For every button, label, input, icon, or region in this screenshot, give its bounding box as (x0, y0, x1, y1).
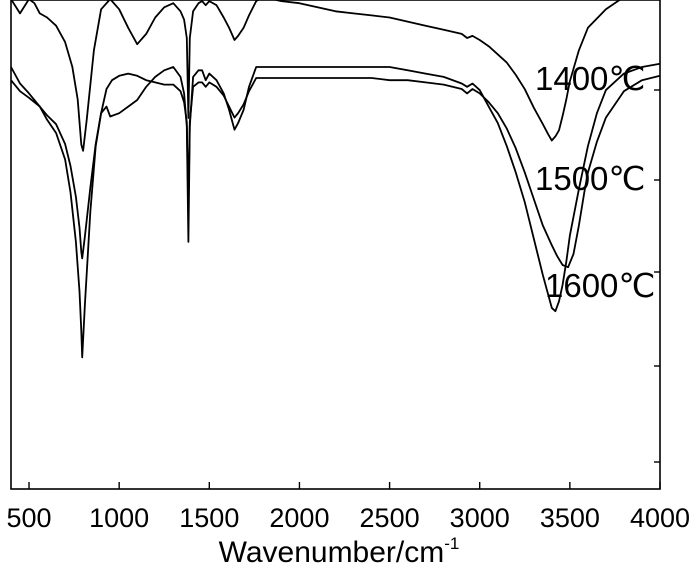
x-axis-ticks: 500 1000 1500 2000 2500 3000 3500 4000 (6, 482, 690, 533)
series-line-3 (10, 62, 661, 359)
series-line-1 (10, 0, 622, 152)
series-label-2: 1500℃ (535, 160, 645, 197)
series-label-3: 1600℃ (545, 267, 655, 304)
series-line-2 (10, 72, 661, 269)
series-label-1: 1400℃ (535, 60, 645, 97)
series-labels: 1400℃ 1500℃ 1600℃ (535, 60, 655, 304)
x-tick-label: 2500 (360, 503, 420, 533)
x-axis-title-text: Wavenumber/cm (219, 536, 445, 569)
x-tick-label: 2000 (269, 503, 329, 533)
plot-frame (10, 0, 661, 490)
x-axis-title-superscript: -1 (444, 534, 459, 553)
x-tick-label: 1000 (89, 503, 149, 533)
right-axis-ticks (654, 89, 660, 463)
series-layer (10, 0, 661, 359)
x-tick-label: 4000 (630, 503, 690, 533)
x-tick-label: 500 (6, 503, 51, 533)
x-tick-label: 3500 (540, 503, 600, 533)
x-tick-label: 3000 (450, 503, 510, 533)
x-tick-label: 1500 (179, 503, 239, 533)
x-axis-title: Wavenumber/cm-1 (219, 534, 460, 569)
